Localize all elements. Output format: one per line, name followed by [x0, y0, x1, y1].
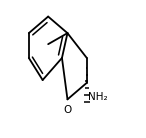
Text: O: O: [63, 105, 72, 115]
Text: NH₂: NH₂: [88, 92, 108, 102]
